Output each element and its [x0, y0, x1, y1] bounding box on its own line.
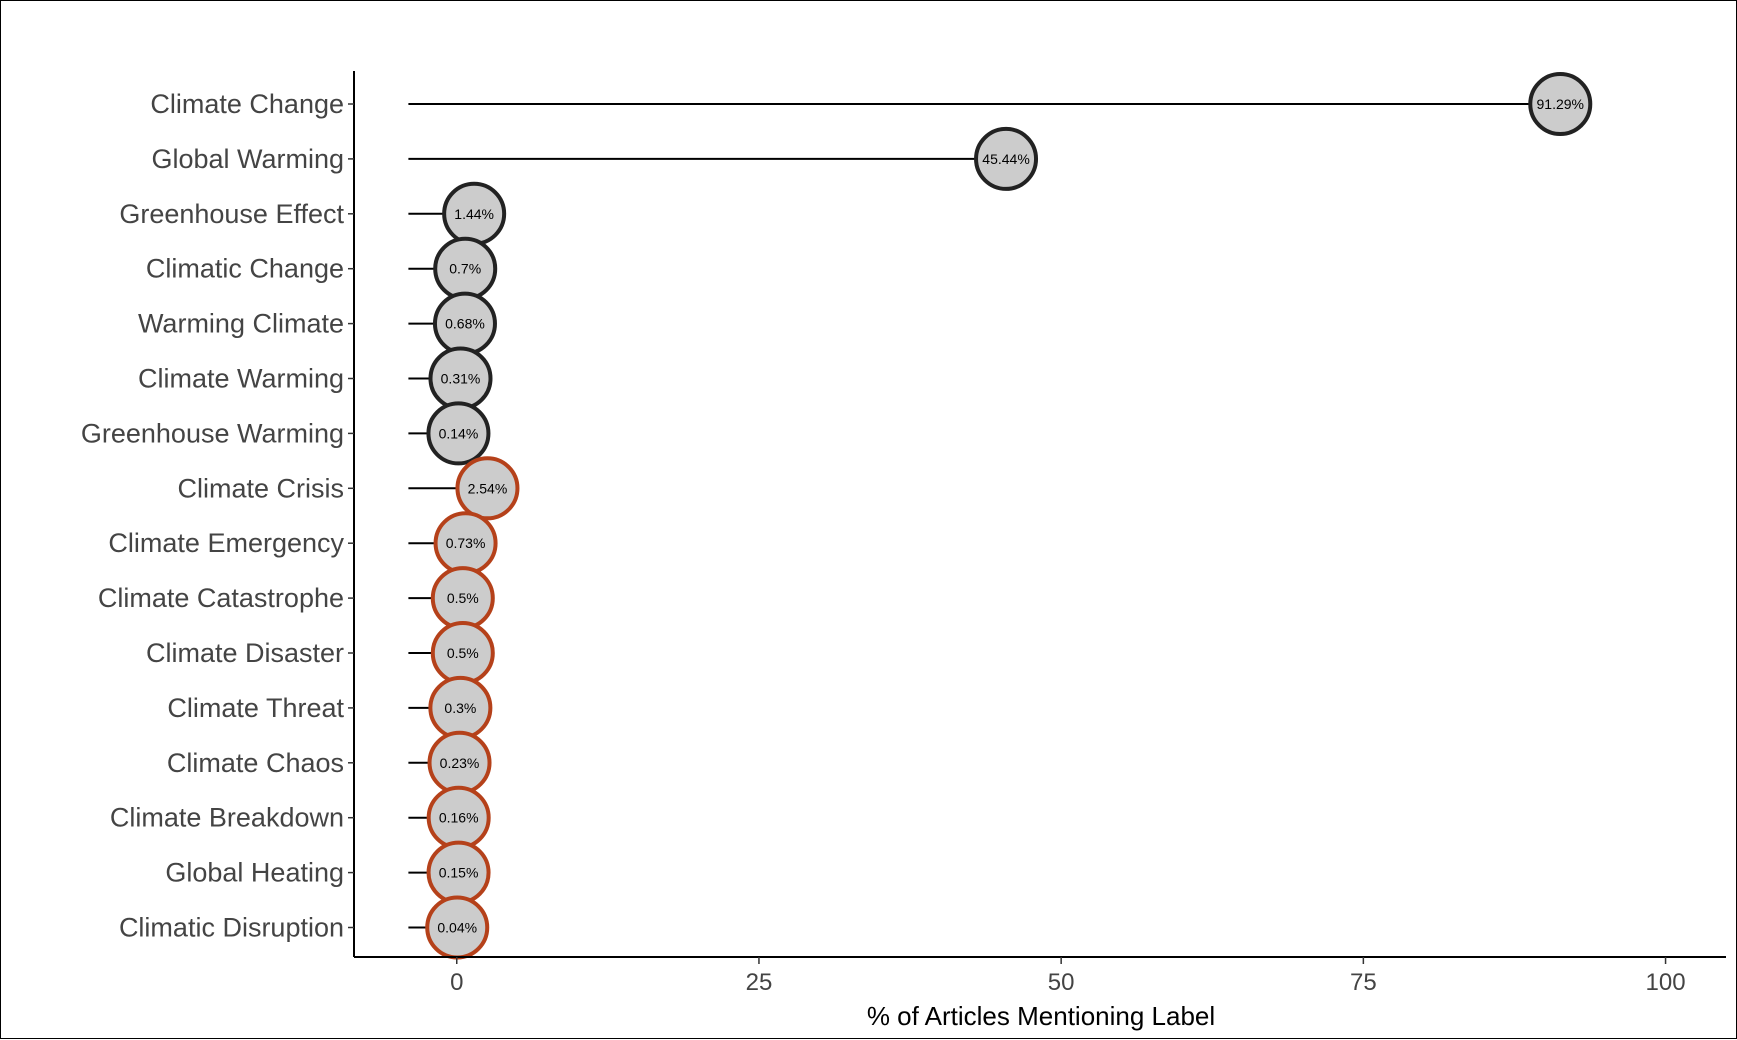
category-label: Global Heating	[165, 858, 344, 888]
category-label: Climate Emergency	[108, 528, 344, 558]
lollipop-marker	[426, 401, 491, 466]
data-label: 0.68%	[445, 316, 485, 332]
x-tick-label: 75	[1350, 969, 1377, 996]
data-label: 45.44%	[982, 151, 1029, 167]
category-label: Climate Breakdown	[110, 803, 344, 833]
data-label: 0.14%	[439, 425, 479, 441]
category-label: Warming Climate	[138, 309, 344, 339]
category-label: Climatic Change	[146, 254, 344, 284]
data-label: 0.7%	[449, 261, 481, 277]
x-tick-label: 50	[1048, 969, 1075, 996]
data-label: 0.5%	[447, 645, 479, 661]
x-axis: 0 25 50 75 100	[354, 956, 1726, 996]
data-label: 0.16%	[439, 810, 479, 826]
data-label: 2.54%	[468, 480, 508, 496]
markers-layer: 91.29% 45.44% 1.44% 0.7% 0.68% 0.31% 0.14% 2.54…	[425, 72, 1593, 960]
lollipop-marker	[974, 126, 1039, 191]
data-label: 0.04%	[437, 920, 477, 936]
category-label: Climate Change	[150, 89, 344, 119]
category-label: Greenhouse Effect	[119, 199, 344, 229]
data-label: 0.5%	[447, 590, 479, 606]
y-axis: Climate Change Global Warming Greenhouse E…	[81, 71, 355, 957]
x-axis-title: % of Articles Mentioning Label	[867, 1001, 1215, 1031]
category-label: Global Warming	[151, 144, 344, 174]
lollipop-marker	[455, 456, 520, 521]
lollipop-marker	[1528, 72, 1593, 136]
data-label: 91.29%	[1537, 96, 1584, 112]
data-label: 0.15%	[439, 865, 479, 881]
x-tick-label: 100	[1646, 969, 1686, 996]
x-tick-label: 25	[746, 969, 773, 996]
stems-layer	[408, 103, 1561, 929]
category-label: Climate Chaos	[167, 748, 344, 778]
category-label: Climate Warming	[138, 364, 344, 394]
data-label: 0.31%	[441, 371, 481, 387]
category-label: Greenhouse Warming	[81, 418, 344, 448]
category-label: Climate Catastrophe	[98, 583, 344, 613]
data-label: 0.23%	[440, 755, 480, 771]
category-label: Climate Disaster	[146, 638, 344, 668]
x-tick-label: 0	[450, 969, 463, 996]
category-label: Climate Crisis	[177, 473, 344, 503]
category-label: Climatic Disruption	[119, 913, 344, 943]
data-label: 0.73%	[446, 535, 486, 551]
data-label: 1.44%	[454, 206, 494, 222]
data-label: 0.3%	[444, 700, 476, 716]
category-label: Climate Threat	[167, 693, 344, 723]
